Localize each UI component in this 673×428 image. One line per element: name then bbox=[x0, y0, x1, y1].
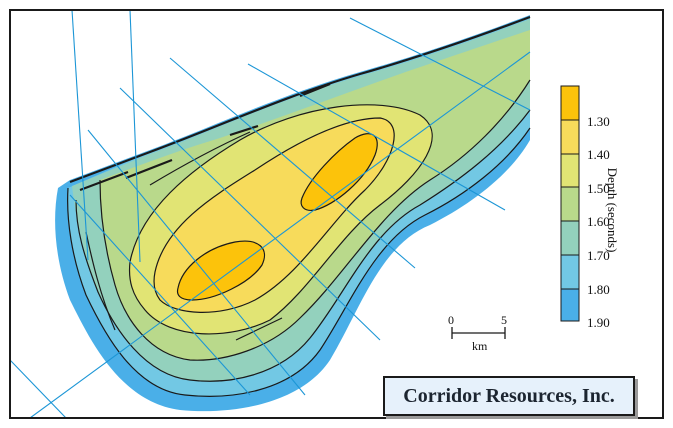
legend-tick-1-90: 1.90 bbox=[587, 315, 610, 330]
legend-tick-1-40: 1.40 bbox=[587, 147, 610, 162]
legend-swatch-7 bbox=[560, 288, 580, 322]
scale-unit-label: km bbox=[472, 339, 488, 353]
legend-tick-1-60: 1.60 bbox=[587, 214, 610, 229]
legend-swatch-2 bbox=[560, 119, 580, 155]
fault-traces bbox=[69, 15, 531, 192]
seismic-lines bbox=[10, 10, 531, 418]
company-label-box: Corridor Resources, Inc. bbox=[383, 376, 635, 416]
legend-tick-1-50: 1.50 bbox=[587, 181, 610, 196]
legend-swatch-4 bbox=[560, 186, 580, 222]
depth-zone-1-30-west bbox=[177, 241, 265, 300]
legend-swatch-1 bbox=[560, 85, 580, 121]
legend-swatch-6 bbox=[560, 254, 580, 290]
legend-tick-1-80: 1.80 bbox=[587, 282, 610, 297]
legend-tick-1-70: 1.70 bbox=[587, 248, 610, 263]
legend-swatch-3 bbox=[560, 153, 580, 188]
map-border bbox=[9, 9, 664, 419]
company-name: Corridor Resources, Inc. bbox=[403, 384, 615, 407]
legend-colorbar bbox=[560, 85, 580, 322]
scale-bar bbox=[451, 327, 506, 339]
legend-swatch-5 bbox=[560, 220, 580, 256]
legend-title: Depth (seconds) bbox=[605, 167, 620, 253]
scale-end-label: 5 bbox=[501, 313, 507, 327]
depth-zone-1-30-east bbox=[301, 133, 378, 211]
scale-start-label: 0 bbox=[448, 313, 454, 327]
legend-tick-1-30: 1.30 bbox=[587, 114, 610, 129]
